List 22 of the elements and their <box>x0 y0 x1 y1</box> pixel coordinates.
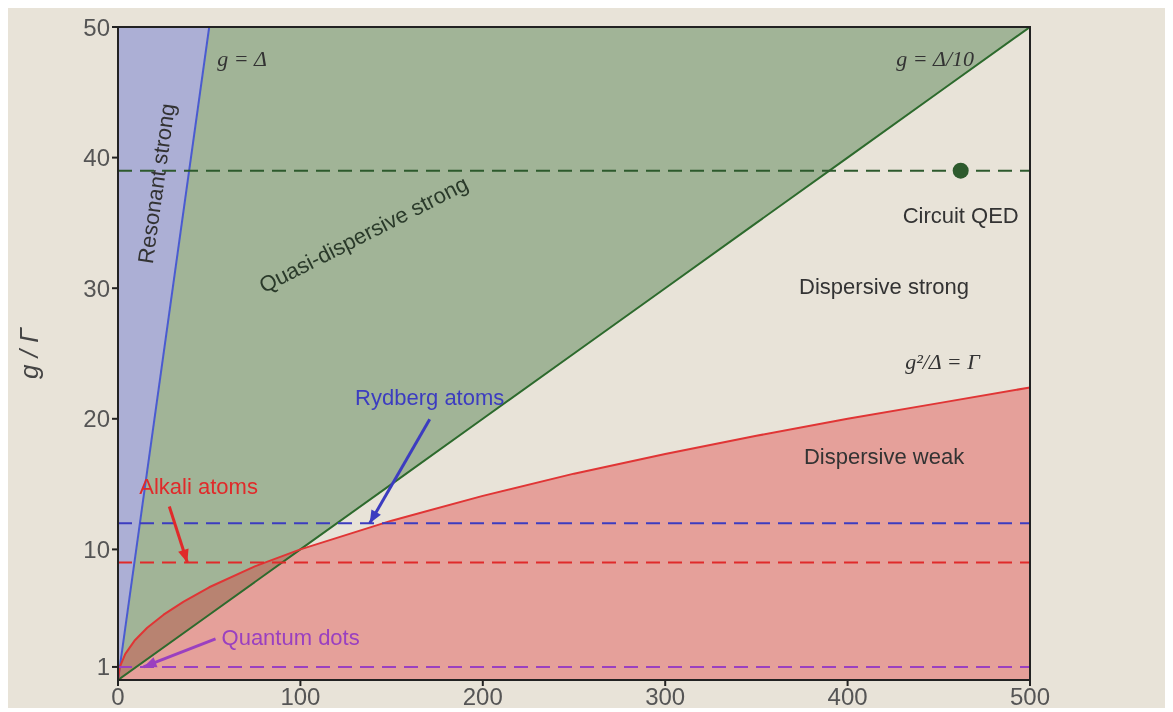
x-tick-label: 100 <box>280 683 321 711</box>
annotation: Rydberg atoms <box>355 385 505 411</box>
x-tick-label: 400 <box>827 683 868 711</box>
series-label: g²/Δ = Γ <box>905 349 982 375</box>
y-tick-label: 50 <box>83 13 110 41</box>
annotation: Dispersive weak <box>803 443 966 469</box>
series-label: Circuit QED <box>902 202 1019 228</box>
annotation: Quantum dots <box>221 624 360 650</box>
series-label: g = Δ/10 <box>896 46 975 72</box>
annotation: Resonant strong <box>132 101 181 266</box>
y-tick-label: 40 <box>83 144 110 172</box>
y-tick-label: 30 <box>83 274 110 302</box>
y-tick-label: 1 <box>96 653 110 681</box>
annotation: Dispersive strong <box>799 274 970 300</box>
x-tick-label: 300 <box>645 683 686 711</box>
x-tick-label: 200 <box>462 683 503 711</box>
x-tick-label: 0 <box>111 683 125 711</box>
y-tick-label: 10 <box>83 535 110 563</box>
x-tick-label: 500 <box>1009 683 1051 711</box>
y-tick-label: 20 <box>83 405 110 433</box>
y-axis-title: g / Γ <box>14 326 44 379</box>
series-label: g = Δ <box>217 46 267 72</box>
